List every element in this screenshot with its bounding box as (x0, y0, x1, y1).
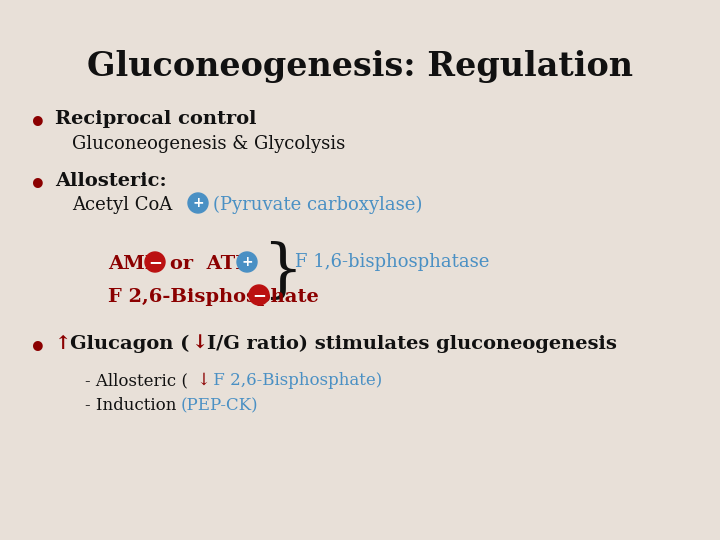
Text: Acetyl CoA: Acetyl CoA (72, 196, 172, 214)
Circle shape (145, 252, 165, 272)
Text: F 2,6-Bisphosphate): F 2,6-Bisphosphate) (208, 372, 382, 389)
Text: •: • (29, 110, 47, 138)
Text: F 2,6-Bisphosphate: F 2,6-Bisphosphate (108, 288, 319, 306)
Circle shape (249, 285, 269, 305)
Text: I/G ratio) stimulates gluconeogenesis: I/G ratio) stimulates gluconeogenesis (207, 335, 617, 353)
Text: }: } (262, 241, 302, 302)
Text: Glucagon (: Glucagon ( (70, 335, 189, 353)
Text: −: − (252, 286, 266, 304)
Text: +: + (192, 196, 204, 210)
Text: −: − (148, 253, 162, 271)
Text: ↓: ↓ (196, 372, 210, 389)
Text: Gluconeogenesis: Regulation: Gluconeogenesis: Regulation (87, 50, 633, 83)
Text: Reciprocal control: Reciprocal control (55, 110, 256, 128)
Text: ↓: ↓ (192, 335, 208, 353)
Circle shape (188, 193, 208, 213)
Text: - Allosteric (: - Allosteric ( (85, 372, 188, 389)
Text: AMP: AMP (108, 255, 159, 273)
Circle shape (237, 252, 257, 272)
Text: - Induction: - Induction (85, 397, 181, 414)
Text: •: • (29, 172, 47, 200)
Text: +: + (241, 255, 253, 269)
Text: Gluconeogenesis & Glycolysis: Gluconeogenesis & Glycolysis (72, 135, 346, 153)
Text: or  ATP: or ATP (170, 255, 250, 273)
Text: (PEP-CK): (PEP-CK) (181, 397, 258, 414)
Text: ↑: ↑ (55, 335, 71, 353)
Text: F 1,6-bisphosphatase: F 1,6-bisphosphatase (295, 253, 490, 271)
Text: •: • (29, 335, 47, 363)
Text: (Pyruvate carboxylase): (Pyruvate carboxylase) (213, 196, 423, 214)
Text: Allosteric:: Allosteric: (55, 172, 166, 190)
